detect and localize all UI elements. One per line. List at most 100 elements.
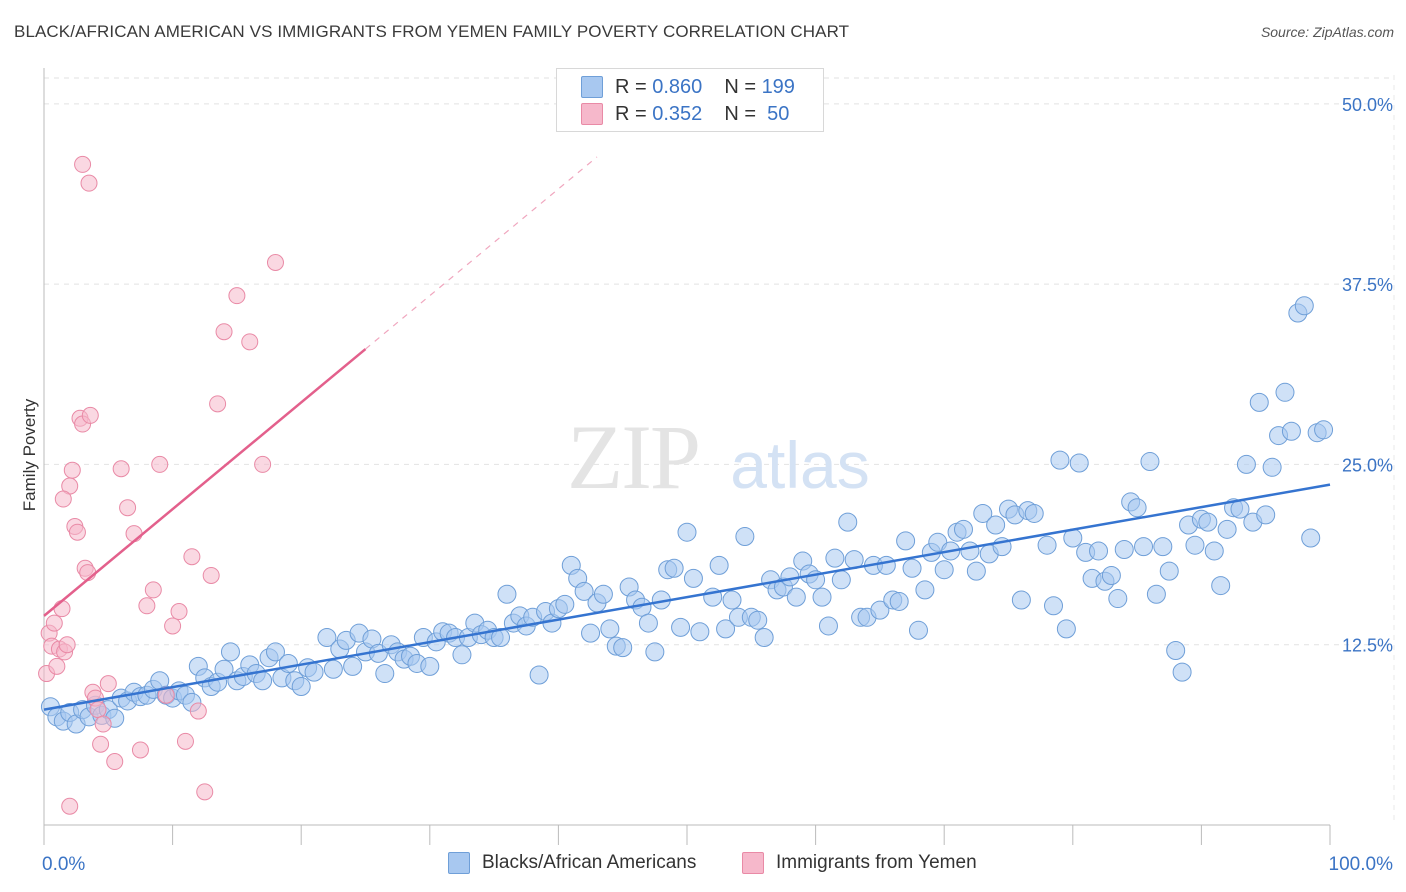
data-point-yemen [53,600,71,618]
data-point-blacks [1294,296,1314,316]
watermark-atlas: atlas [730,428,869,502]
data-point-blacks [1114,540,1134,560]
legend-swatch-blue [448,852,470,874]
legend-row-blacks: R = 0.860 N = 199 [581,74,795,100]
trend-line-blacks [43,483,1331,711]
data-point-blacks [1011,590,1031,610]
data-point-yemen [81,406,99,424]
data-point-blacks [452,645,472,665]
data-point-blacks [960,541,980,561]
data-point-blacks [831,570,851,590]
data-point-blacks [973,503,993,523]
data-point-blacks [1127,498,1147,518]
data-point-yemen [241,333,259,351]
x-tick-label: 0.0% [42,854,85,875]
data-point-blacks [1262,457,1282,477]
data-point-blacks [1037,535,1057,555]
data-point-yemen [80,174,98,192]
tick-labels: 12.5% 25.0% 37.5% 50.0% 0.0% 100.0% [42,95,1393,875]
data-point-yemen [48,657,66,675]
data-point-yemen [138,597,156,615]
data-point-blacks [690,622,710,642]
data-point-blacks [220,642,240,662]
data-point-blacks [1050,450,1070,470]
data-point-blacks [915,580,935,600]
data-point-blacks [754,628,774,647]
bottom-legend-blacks[interactable]: Blacks/African Americans [448,852,696,874]
data-point-yemen [176,732,194,750]
data-point-yemen [119,499,137,517]
data-point-blacks [1108,589,1128,609]
data-point-blacks [253,671,273,691]
data-point-blacks [1146,584,1166,604]
data-point-blacks [1185,535,1205,555]
data-point-blacks [638,613,658,633]
data-point-blacks [735,527,755,547]
data-point-blacks [555,594,575,614]
legend-r-label: R = [615,75,647,98]
data-point-blacks [265,642,285,662]
data-point-yemen [170,603,188,621]
data-point-blacks [304,662,324,682]
data-point-yemen [254,455,272,473]
legend-label-yemen: Immigrants from Yemen [776,852,977,873]
data-point-yemen [202,566,220,584]
data-point-yemen [183,548,201,566]
data-point-yemen [266,254,284,271]
data-point-yemen [63,461,81,479]
data-point-blacks [1301,528,1321,548]
data-point-blacks [1024,503,1044,523]
data-point-blacks [497,584,517,604]
legend-r-label: R = [615,102,647,125]
chart-title: BLACK/AFRICAN AMERICAN VS IMMIGRANTS FRO… [14,22,850,41]
trend-extension-yemen [365,156,598,350]
data-point-blacks [1153,537,1173,557]
data-point-yemen [58,636,76,654]
data-point-blacks [812,587,832,607]
data-point-blacks [420,656,440,676]
legend-n-value: 50 [767,102,790,125]
data-point-blacks [1159,561,1179,581]
y-tick-label: 12.5% [1342,636,1393,656]
data-point-blacks [1249,392,1269,412]
data-point-blacks [1140,452,1160,472]
data-point-blacks [581,623,601,643]
y-tick-label: 25.0% [1342,455,1393,475]
data-point-blacks [1281,421,1301,441]
data-point-yemen [89,701,107,719]
axes [43,68,1331,845]
data-point-blacks [1056,619,1076,639]
data-point-yemen [228,287,246,305]
bottom-legend-yemen[interactable]: Immigrants from Yemen [742,852,977,874]
data-point-blacks [1314,420,1334,440]
data-point-blacks [1101,565,1121,585]
legend-r-value: 0.860 [652,75,703,98]
legend-swatch-blue [581,76,603,98]
data-point-blacks [1198,512,1218,532]
source-label: Source: ZipAtlas.com [1260,24,1394,40]
data-point-yemen [106,753,124,771]
x-tick-label: 100.0% [1329,854,1394,875]
legend-n-label: N = [724,102,756,125]
data-point-blacks [1217,519,1237,539]
data-point-yemen [144,581,162,599]
legend-swatch-pink [581,103,603,125]
watermark-zip: ZIP [567,406,699,508]
data-point-blacks [671,617,691,637]
data-point-blacks [1044,596,1064,616]
data-point-blacks [876,555,896,575]
data-point-blacks [1172,662,1192,682]
data-point-yemen [94,715,112,733]
legend-n-value: 199 [761,75,795,98]
data-point-blacks [323,659,343,679]
data-point-yemen [215,323,233,341]
data-point-blacks [645,642,665,662]
data-point-blacks [818,616,838,636]
data-point-blacks [748,610,768,630]
grid-lines [44,75,1395,825]
series-yemen-points [38,155,284,815]
data-point-yemen [131,741,149,759]
watermark: ZIP atlas [567,406,870,508]
data-point-yemen [209,395,227,413]
